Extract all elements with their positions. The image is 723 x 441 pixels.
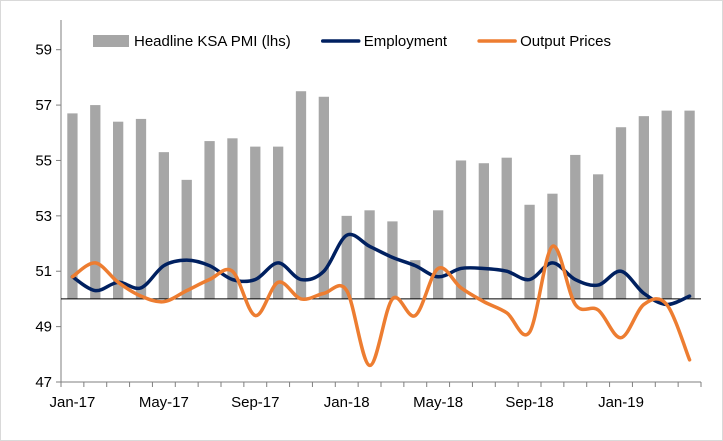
bar bbox=[67, 113, 78, 299]
bar bbox=[524, 204, 535, 299]
legend: Headline KSA PMI (lhs) Employment Output P… bbox=[93, 33, 611, 50]
bar bbox=[158, 152, 169, 299]
bar bbox=[90, 105, 101, 299]
bar bbox=[113, 121, 124, 299]
x-tick-label: Jan-17 bbox=[49, 394, 95, 411]
y-tick-label: 59 bbox=[35, 42, 52, 59]
bar bbox=[661, 110, 672, 299]
x-tick-label: Jan-18 bbox=[324, 394, 370, 411]
bar bbox=[478, 163, 489, 299]
bar bbox=[227, 138, 238, 299]
bar bbox=[455, 160, 467, 299]
bar bbox=[273, 146, 284, 299]
bar bbox=[341, 215, 352, 299]
y-tick-label: 55 bbox=[35, 152, 52, 169]
y-tick-label: 47 bbox=[35, 374, 52, 391]
bar bbox=[204, 141, 215, 299]
x-tick-label: Sep-18 bbox=[505, 394, 553, 411]
x-tick-label: May-18 bbox=[413, 394, 463, 411]
bar bbox=[501, 157, 512, 299]
bar bbox=[387, 221, 398, 299]
x-tick-label: May-17 bbox=[139, 394, 189, 411]
bar bbox=[250, 146, 261, 299]
y-tick-label: 57 bbox=[35, 97, 52, 114]
bar bbox=[593, 174, 604, 299]
x-tick-label: Sep-17 bbox=[231, 394, 279, 411]
bar bbox=[684, 110, 695, 299]
bar bbox=[410, 260, 421, 299]
legend-label-headline-ksa-pmi-lhs: Headline KSA PMI (lhs) bbox=[134, 33, 291, 50]
bar bbox=[364, 210, 375, 299]
axes-layer: 47 49 51 53 55 57 59 Jan-17 May-17 Sep-17 Jan-18 Ma… bbox=[35, 20, 702, 411]
bar bbox=[615, 127, 627, 299]
series-line-output-prices bbox=[70, 244, 692, 368]
x-tick-label: Jan-19 bbox=[598, 394, 644, 411]
legend-label-employment: Employment bbox=[364, 33, 448, 50]
bar bbox=[433, 210, 444, 299]
y-tick-label: 49 bbox=[35, 319, 52, 336]
lines-layer bbox=[70, 232, 692, 368]
legend-label-output-prices: Output Prices bbox=[520, 33, 611, 50]
bar bbox=[318, 96, 329, 299]
legend-swatch-headline-ksa-pmi-lhs bbox=[93, 35, 129, 47]
bar bbox=[638, 116, 649, 299]
series-line-employment bbox=[70, 232, 692, 307]
y-tick-label: 51 bbox=[35, 263, 52, 280]
bars-layer bbox=[67, 91, 695, 299]
bar bbox=[570, 154, 581, 299]
bar bbox=[295, 91, 307, 299]
y-tick-label: 53 bbox=[35, 208, 52, 225]
bar bbox=[181, 179, 192, 299]
bar bbox=[135, 118, 147, 299]
